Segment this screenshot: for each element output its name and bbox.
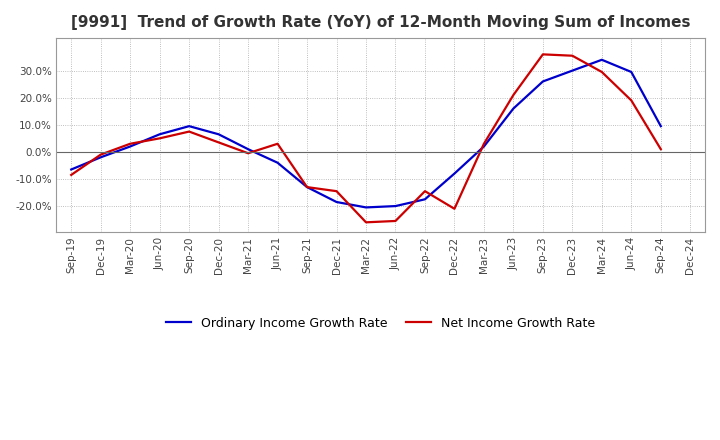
Net Income Growth Rate [598,70,606,75]
Ordinary Income Growth Rate [67,167,76,172]
Net Income Growth Rate [391,218,400,224]
Net Income Growth Rate [332,188,341,194]
Ordinary Income Growth Rate [568,68,577,73]
Net Income Growth Rate [627,98,636,103]
Net Income Growth Rate [361,220,370,225]
Ordinary Income Growth Rate [657,124,665,129]
Net Income Growth Rate [96,152,105,157]
Net Income Growth Rate [450,206,459,211]
Ordinary Income Growth Rate [627,70,636,75]
Ordinary Income Growth Rate [96,155,105,160]
Ordinary Income Growth Rate [215,132,223,137]
Ordinary Income Growth Rate [420,197,429,202]
Title: [9991]  Trend of Growth Rate (YoY) of 12-Month Moving Sum of Incomes: [9991] Trend of Growth Rate (YoY) of 12-… [71,15,690,30]
Ordinary Income Growth Rate [332,199,341,205]
Ordinary Income Growth Rate [450,171,459,176]
Net Income Growth Rate [215,140,223,145]
Ordinary Income Growth Rate [480,144,488,149]
Net Income Growth Rate [67,172,76,178]
Net Income Growth Rate [156,136,164,141]
Net Income Growth Rate [185,129,194,134]
Ordinary Income Growth Rate [509,106,518,111]
Line: Ordinary Income Growth Rate: Ordinary Income Growth Rate [71,60,661,207]
Legend: Ordinary Income Growth Rate, Net Income Growth Rate: Ordinary Income Growth Rate, Net Income … [161,312,600,335]
Net Income Growth Rate [302,184,311,190]
Line: Net Income Growth Rate: Net Income Growth Rate [71,55,661,222]
Ordinary Income Growth Rate [274,160,282,165]
Net Income Growth Rate [509,92,518,98]
Ordinary Income Growth Rate [391,203,400,209]
Net Income Growth Rate [420,188,429,194]
Net Income Growth Rate [480,141,488,147]
Net Income Growth Rate [539,52,547,57]
Ordinary Income Growth Rate [302,184,311,190]
Ordinary Income Growth Rate [126,144,135,149]
Net Income Growth Rate [244,150,253,156]
Ordinary Income Growth Rate [361,205,370,210]
Net Income Growth Rate [274,141,282,147]
Net Income Growth Rate [568,53,577,59]
Net Income Growth Rate [657,147,665,152]
Ordinary Income Growth Rate [539,79,547,84]
Net Income Growth Rate [126,141,135,147]
Ordinary Income Growth Rate [598,57,606,62]
Ordinary Income Growth Rate [244,147,253,152]
Ordinary Income Growth Rate [156,132,164,137]
Ordinary Income Growth Rate [185,124,194,129]
